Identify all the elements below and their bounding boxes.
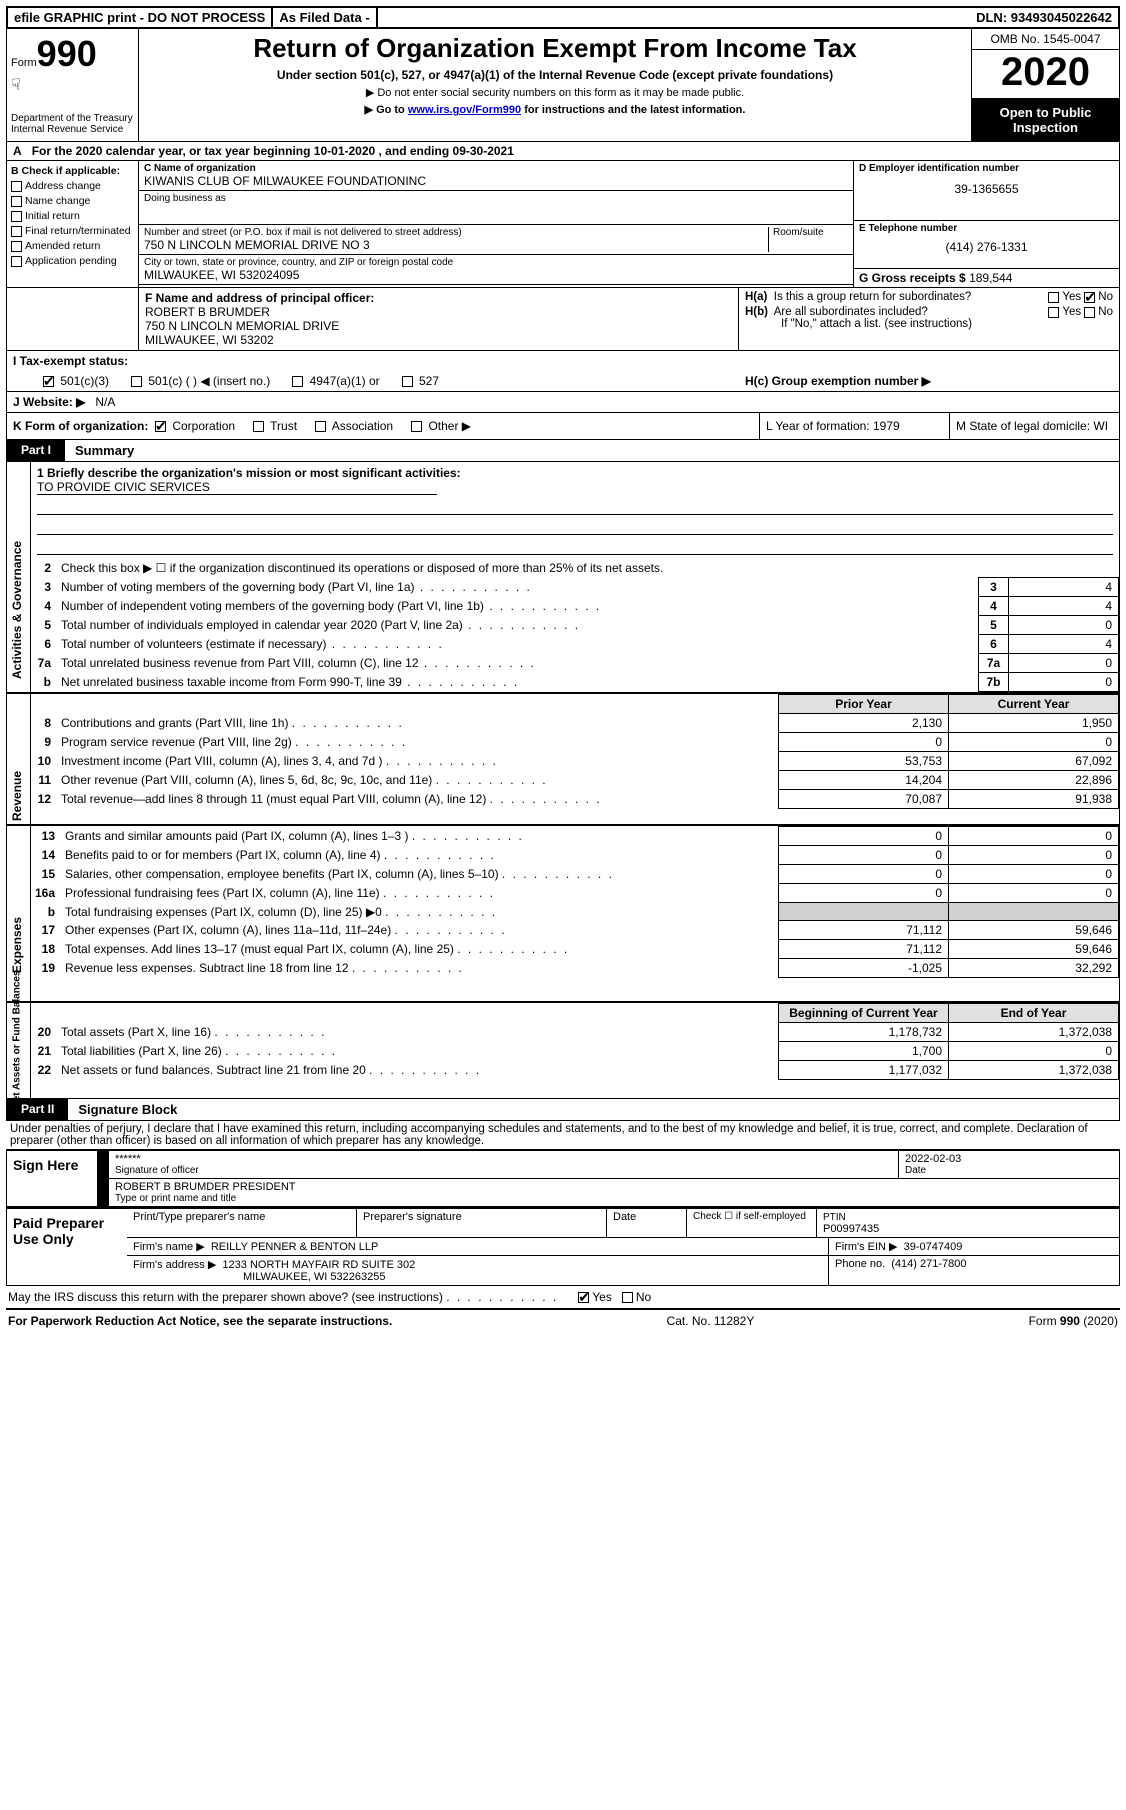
checkbox[interactable]	[1084, 307, 1095, 318]
efile-notice: efile GRAPHIC print - DO NOT PROCESS	[8, 8, 273, 27]
irs-link[interactable]: www.irs.gov/Form990	[408, 104, 521, 116]
checkbox[interactable]	[622, 1292, 633, 1303]
checkbox[interactable]	[578, 1292, 589, 1303]
checkbox[interactable]	[155, 421, 166, 432]
row-i: I Tax-exempt status:	[6, 350, 1120, 371]
checkbox[interactable]	[1084, 292, 1095, 303]
row-a: A For the 2020 calendar year, or tax yea…	[6, 142, 1120, 161]
checkbox[interactable]	[43, 376, 54, 387]
row-j: J Website: ▶ N/A	[6, 392, 1120, 413]
part-i: Part I Summary Activities & Governance 1…	[6, 440, 1120, 1099]
checkbox[interactable]	[1048, 307, 1059, 318]
top-bar: efile GRAPHIC print - DO NOT PROCESS As …	[6, 6, 1120, 29]
sign-here-block: Sign Here ****** Signature of officer 20…	[6, 1149, 1120, 1208]
as-filed: As Filed Data -	[273, 8, 377, 27]
checkbox[interactable]	[1048, 292, 1059, 303]
checkbox[interactable]	[11, 241, 22, 252]
col-c: C Name of organization KIWANIS CLUB OF M…	[139, 161, 1119, 287]
row-k: K Form of organization: Corporation Trus…	[6, 413, 1120, 440]
row-f-h: F Name and address of principal officer:…	[6, 287, 1120, 350]
header-left: Form990 ☟ Department of the Treasury Int…	[7, 29, 139, 141]
discuss-row: May the IRS discuss this return with the…	[6, 1286, 1120, 1310]
checkbox[interactable]	[11, 196, 22, 207]
checkbox[interactable]	[411, 421, 422, 432]
header-mid: Return of Organization Exempt From Incom…	[139, 29, 971, 141]
checkbox[interactable]	[131, 376, 142, 387]
arrow-icon	[97, 1151, 109, 1206]
header-right: OMB No. 1545-0047 2020 Open to Public In…	[971, 29, 1119, 141]
checkbox[interactable]	[11, 226, 22, 237]
checkbox[interactable]	[292, 376, 303, 387]
row-i-opts: 501(c)(3) 501(c) ( ) ◀ (insert no.) 4947…	[6, 371, 1120, 392]
col-d-e-g: D Employer identification number 39-1365…	[854, 161, 1119, 287]
col-b: B Check if applicable: Address changeNam…	[7, 161, 139, 287]
dln: DLN: 93493045022642	[970, 8, 1118, 27]
form-title: Return of Organization Exempt From Incom…	[147, 33, 963, 64]
checkbox[interactable]	[11, 256, 22, 267]
checkbox[interactable]	[11, 211, 22, 222]
checkbox[interactable]	[253, 421, 264, 432]
footer: For Paperwork Reduction Act Notice, see …	[6, 1310, 1120, 1332]
form-header: Form990 ☟ Department of the Treasury Int…	[6, 29, 1120, 142]
paid-preparer-block: Paid Preparer Use Only Print/Type prepar…	[6, 1208, 1120, 1286]
entity-grid: B Check if applicable: Address changeNam…	[6, 161, 1120, 287]
checkbox[interactable]	[11, 181, 22, 192]
checkbox[interactable]	[315, 421, 326, 432]
checkbox[interactable]	[402, 376, 413, 387]
